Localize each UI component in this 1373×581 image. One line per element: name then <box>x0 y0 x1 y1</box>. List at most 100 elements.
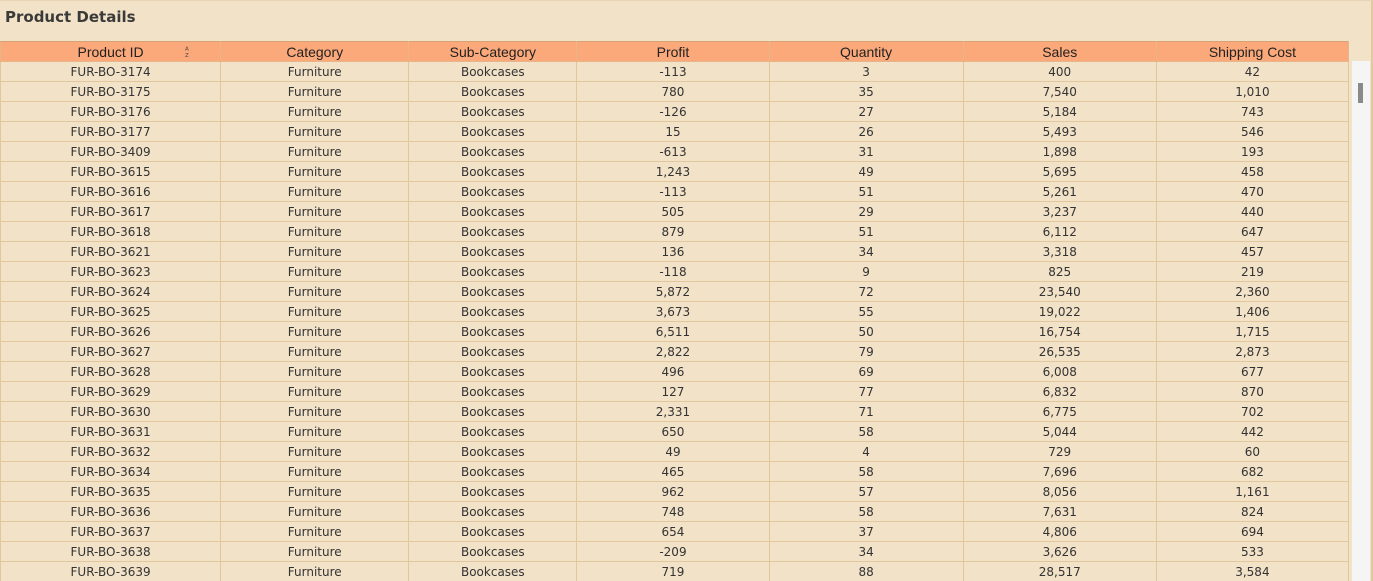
cell-product-id[interactable]: FUR-BO-3409 <box>1 142 221 162</box>
cell-sales[interactable]: 5,695 <box>963 162 1156 182</box>
scrollbar-thumb[interactable] <box>1358 83 1363 103</box>
cell-sub-category[interactable]: Bookcases <box>409 182 577 202</box>
cell-sales[interactable]: 400 <box>963 62 1156 82</box>
cell-product-id[interactable]: FUR-BO-3174 <box>1 62 221 82</box>
cell-product-id[interactable]: FUR-BO-3639 <box>1 562 221 581</box>
cell-sales[interactable]: 1,898 <box>963 142 1156 162</box>
cell-product-id[interactable]: FUR-BO-3627 <box>1 342 221 362</box>
cell-quantity[interactable]: 51 <box>769 222 963 242</box>
cell-sub-category[interactable]: Bookcases <box>409 122 577 142</box>
cell-sub-category[interactable]: Bookcases <box>409 422 577 442</box>
cell-product-id[interactable]: FUR-BO-3638 <box>1 542 221 562</box>
cell-shipping-cost[interactable]: 1,406 <box>1156 302 1348 322</box>
cell-product-id[interactable]: FUR-BO-3616 <box>1 182 221 202</box>
cell-sub-category[interactable]: Bookcases <box>409 402 577 422</box>
cell-shipping-cost[interactable]: 546 <box>1156 122 1348 142</box>
cell-sales[interactable]: 16,754 <box>963 322 1156 342</box>
cell-profit[interactable]: 879 <box>577 222 769 242</box>
cell-category[interactable]: Furniture <box>221 562 409 581</box>
header-category[interactable]: Category <box>221 42 409 62</box>
cell-sales[interactable]: 5,044 <box>963 422 1156 442</box>
cell-product-id[interactable]: FUR-BO-3177 <box>1 122 221 142</box>
cell-product-id[interactable]: FUR-BO-3635 <box>1 482 221 502</box>
cell-quantity[interactable]: 9 <box>769 262 963 282</box>
cell-profit[interactable]: -126 <box>577 102 769 122</box>
cell-quantity[interactable]: 71 <box>769 402 963 422</box>
cell-profit[interactable]: 962 <box>577 482 769 502</box>
cell-profit[interactable]: 654 <box>577 522 769 542</box>
cell-category[interactable]: Furniture <box>221 82 409 102</box>
cell-sales[interactable]: 3,626 <box>963 542 1156 562</box>
cell-product-id[interactable]: FUR-BO-3615 <box>1 162 221 182</box>
cell-profit[interactable]: 2,822 <box>577 342 769 362</box>
cell-shipping-cost[interactable]: 533 <box>1156 542 1348 562</box>
cell-sales[interactable]: 3,318 <box>963 242 1156 262</box>
cell-shipping-cost[interactable]: 870 <box>1156 382 1348 402</box>
cell-quantity[interactable]: 35 <box>769 82 963 102</box>
cell-category[interactable]: Furniture <box>221 142 409 162</box>
cell-product-id[interactable]: FUR-BO-3617 <box>1 202 221 222</box>
cell-profit[interactable]: 719 <box>577 562 769 581</box>
cell-category[interactable]: Furniture <box>221 262 409 282</box>
cell-quantity[interactable]: 26 <box>769 122 963 142</box>
cell-product-id[interactable]: FUR-BO-3636 <box>1 502 221 522</box>
cell-sub-category[interactable]: Bookcases <box>409 382 577 402</box>
cell-quantity[interactable]: 37 <box>769 522 963 542</box>
cell-quantity[interactable]: 72 <box>769 282 963 302</box>
cell-sub-category[interactable]: Bookcases <box>409 142 577 162</box>
cell-category[interactable]: Furniture <box>221 202 409 222</box>
cell-category[interactable]: Furniture <box>221 422 409 442</box>
cell-product-id[interactable]: FUR-BO-3630 <box>1 402 221 422</box>
header-product-id[interactable]: Product ID A Z <box>1 42 221 62</box>
cell-shipping-cost[interactable]: 219 <box>1156 262 1348 282</box>
cell-category[interactable]: Furniture <box>221 462 409 482</box>
cell-category[interactable]: Furniture <box>221 282 409 302</box>
cell-sub-category[interactable]: Bookcases <box>409 222 577 242</box>
cell-quantity[interactable]: 79 <box>769 342 963 362</box>
cell-shipping-cost[interactable]: 682 <box>1156 462 1348 482</box>
header-sales[interactable]: Sales <box>963 42 1156 62</box>
cell-quantity[interactable]: 31 <box>769 142 963 162</box>
cell-product-id[interactable]: FUR-BO-3631 <box>1 422 221 442</box>
cell-profit[interactable]: 5,872 <box>577 282 769 302</box>
cell-shipping-cost[interactable]: 2,873 <box>1156 342 1348 362</box>
cell-profit[interactable]: -113 <box>577 182 769 202</box>
header-shipping-cost[interactable]: Shipping Cost <box>1156 42 1348 62</box>
cell-shipping-cost[interactable]: 824 <box>1156 502 1348 522</box>
cell-sales[interactable]: 5,261 <box>963 182 1156 202</box>
cell-sales[interactable]: 4,806 <box>963 522 1156 542</box>
cell-profit[interactable]: -613 <box>577 142 769 162</box>
cell-profit[interactable]: 496 <box>577 362 769 382</box>
cell-profit[interactable]: 136 <box>577 242 769 262</box>
cell-quantity[interactable]: 51 <box>769 182 963 202</box>
cell-profit[interactable]: 6,511 <box>577 322 769 342</box>
cell-sales[interactable]: 6,775 <box>963 402 1156 422</box>
cell-category[interactable]: Furniture <box>221 442 409 462</box>
cell-shipping-cost[interactable]: 2,360 <box>1156 282 1348 302</box>
cell-sub-category[interactable]: Bookcases <box>409 102 577 122</box>
cell-shipping-cost[interactable]: 440 <box>1156 202 1348 222</box>
cell-profit[interactable]: 3,673 <box>577 302 769 322</box>
cell-profit[interactable]: -113 <box>577 62 769 82</box>
cell-sales[interactable]: 6,112 <box>963 222 1156 242</box>
cell-quantity[interactable]: 34 <box>769 242 963 262</box>
cell-sales[interactable]: 23,540 <box>963 282 1156 302</box>
cell-profit[interactable]: -209 <box>577 542 769 562</box>
cell-sub-category[interactable]: Bookcases <box>409 262 577 282</box>
cell-shipping-cost[interactable]: 694 <box>1156 522 1348 542</box>
cell-quantity[interactable]: 58 <box>769 502 963 522</box>
cell-quantity[interactable]: 69 <box>769 362 963 382</box>
cell-sub-category[interactable]: Bookcases <box>409 362 577 382</box>
